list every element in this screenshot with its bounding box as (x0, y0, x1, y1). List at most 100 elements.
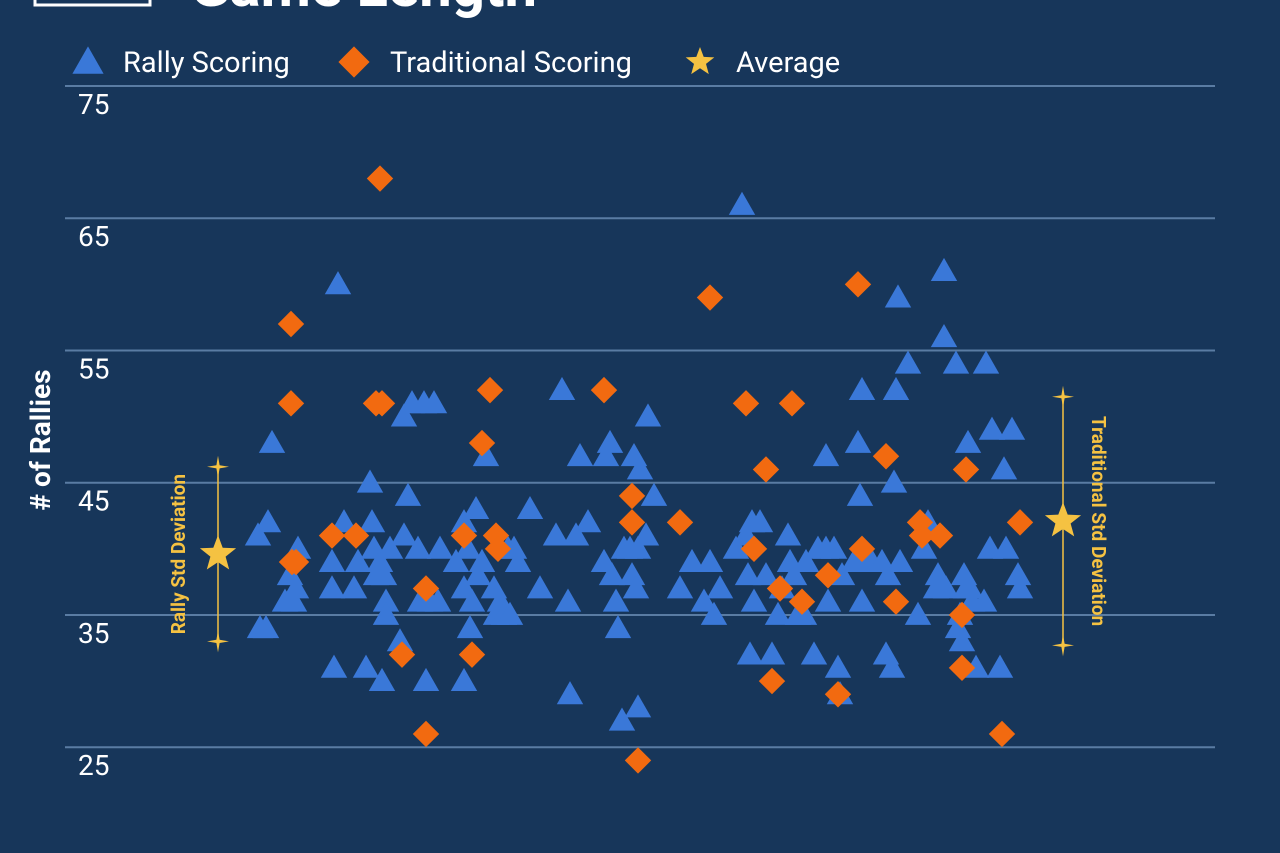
triangle-point (932, 575, 960, 599)
triangle-point (844, 429, 872, 453)
std-upper (207, 455, 229, 478)
diamond-point (814, 562, 842, 589)
triangle-point (1006, 575, 1034, 599)
triangle-point (722, 535, 750, 559)
triangle-point (390, 522, 418, 546)
triangle-point (500, 535, 528, 559)
triangle-point (608, 707, 636, 731)
triangle-point (626, 456, 654, 480)
diamond-point (778, 390, 806, 417)
diamond-point (277, 310, 305, 338)
diamond-point (824, 681, 852, 708)
triangle-point (420, 390, 448, 414)
diamond-point (752, 456, 780, 483)
triangle-point (640, 482, 668, 506)
triangle-point (258, 429, 286, 453)
triangle-point (602, 588, 630, 612)
diamond-point (484, 535, 512, 563)
triangle-point (450, 509, 478, 533)
triangle-point (790, 601, 818, 625)
triangle-point (884, 284, 912, 308)
y-tick-label: 75 (78, 88, 109, 121)
triangle-point (930, 324, 958, 348)
legend: Rally Scoring Traditional Scoring Average (72, 46, 840, 80)
triangle-point (504, 548, 532, 572)
std-label: Rally Std Deviation (167, 474, 190, 634)
legend-label: Rally Scoring (123, 46, 290, 80)
diamond-point (476, 376, 504, 404)
triangle-point (992, 535, 1020, 559)
diamond-point (412, 720, 440, 748)
triangle-point (812, 443, 840, 467)
triangle-point (394, 482, 422, 506)
diamond-point (666, 509, 694, 536)
triangle-point (632, 522, 660, 546)
triangle-point (956, 575, 984, 599)
diamond-point (732, 390, 760, 417)
triangle-point (942, 350, 970, 374)
triangle-point (752, 562, 780, 586)
chart-title: Game Length (190, 0, 537, 21)
triangle-point (792, 548, 820, 572)
triangle-point (318, 548, 346, 572)
triangle-point (736, 641, 764, 665)
y-tick-label: 55 (78, 352, 109, 385)
diamond-point (618, 509, 646, 536)
legend-label: Traditional Scoring (390, 46, 632, 80)
triangle-point (442, 548, 470, 572)
triangle-point (886, 548, 914, 572)
std-upper (1052, 385, 1074, 408)
triangle-point (458, 588, 486, 612)
diamond-point (368, 390, 396, 417)
y-axis-label: # of Rallies (24, 370, 57, 511)
diamond-point (948, 654, 976, 682)
diamond-point (342, 522, 370, 549)
y-tick-label: 35 (78, 617, 109, 650)
diamond-point (696, 284, 724, 311)
triangle-point (320, 654, 348, 678)
triangle-point (972, 350, 1000, 374)
triangle-point (318, 575, 346, 599)
triangle-point (634, 403, 662, 427)
std-lower (207, 630, 229, 653)
triangle-point (472, 443, 500, 467)
triangle-point (454, 535, 482, 559)
triangle-point (324, 271, 352, 295)
diamond-point (366, 165, 394, 192)
diamond-point (926, 522, 954, 549)
triangle-point (574, 509, 602, 533)
triangle-point (618, 562, 646, 586)
triangle-point (986, 654, 1014, 678)
triangle-point (542, 522, 570, 546)
triangle-point (746, 509, 774, 533)
legend-marker (338, 46, 370, 78)
diamond-point (788, 588, 816, 615)
triangle-point (990, 456, 1018, 480)
triangle-point (800, 641, 828, 665)
diamond-point (624, 747, 652, 774)
triangle-point (820, 535, 848, 559)
diamond-point (468, 429, 496, 457)
triangle-point (562, 522, 590, 546)
average-star (1044, 502, 1082, 537)
triangle-point (340, 575, 368, 599)
diamond-point (872, 443, 900, 470)
legend-marker (72, 46, 104, 74)
triangle-point (930, 257, 958, 282)
triangle-point (412, 667, 440, 691)
std-label: Traditional Std Deviation (1087, 416, 1110, 626)
y-tick-label: 65 (78, 220, 109, 253)
triangle-point (706, 575, 734, 599)
triangle-point (526, 575, 554, 599)
triangle-point (954, 429, 982, 453)
triangle-point (426, 535, 454, 559)
diamond-point (458, 641, 486, 668)
triangle-point (622, 575, 650, 599)
triangle-point (734, 562, 762, 586)
triangle-point (330, 509, 358, 533)
triangle-point (700, 601, 728, 625)
triangle-point (824, 654, 852, 678)
diamond-point (590, 376, 618, 404)
diamond-point (988, 720, 1016, 748)
